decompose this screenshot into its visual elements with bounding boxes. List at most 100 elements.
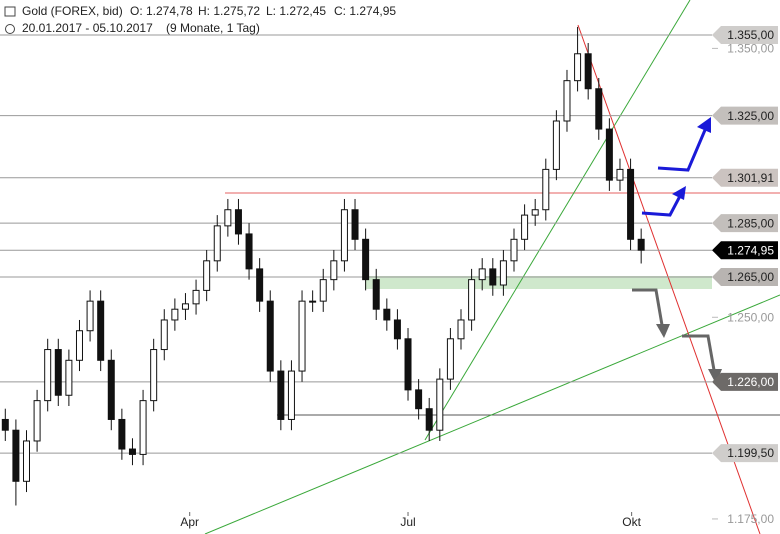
icon (5, 24, 15, 34)
candle-body (22, 440, 30, 482)
candle-body (12, 429, 20, 482)
arrow (657, 129, 707, 172)
level-tag (712, 372, 778, 391)
candle-body (340, 209, 348, 262)
x-tick-label: Jul (400, 515, 415, 529)
candle-body (309, 300, 317, 303)
candle-body (128, 448, 136, 455)
candle-body (510, 238, 518, 262)
candle-body (139, 400, 147, 455)
candle-body (213, 225, 221, 262)
arrow (632, 288, 664, 326)
candle-body (595, 88, 603, 130)
candle-body (489, 268, 497, 286)
arrow (682, 334, 716, 371)
candle-body (97, 300, 105, 361)
arrow-head (708, 369, 722, 384)
ohlc-label: H: 1.275,72 (198, 4, 260, 18)
candle-body (65, 359, 73, 396)
candle-body (277, 370, 285, 420)
candle-body (362, 238, 370, 281)
candle-body (33, 400, 41, 442)
candle-body (86, 300, 94, 332)
y-tick-label: 1.250,00 (727, 310, 774, 324)
candle-body (298, 300, 306, 372)
arrow (641, 195, 682, 217)
x-tick-label: Apr (180, 515, 199, 529)
level-label: 1.226,00 (727, 375, 774, 389)
candle-body (404, 338, 412, 391)
candle-body (203, 260, 211, 291)
arrow-head (672, 186, 686, 200)
level-label: 1.265,00 (727, 270, 774, 284)
candle-body (542, 168, 550, 211)
candle-body (234, 209, 242, 235)
icon (4, 6, 16, 17)
candle-body (616, 168, 624, 181)
ohlc-label: C: 1.274,95 (334, 4, 396, 18)
candle-body (245, 233, 253, 270)
level-label: 1.199,50 (727, 446, 774, 460)
level-label: 1.274,95 (727, 243, 774, 257)
period: 20.01.2017 - 05.10.2017 (22, 21, 153, 35)
candle-body (531, 209, 539, 216)
trend-line (424, 0, 691, 441)
arrow-head (656, 324, 670, 338)
candle-body (372, 279, 380, 310)
candle-body (54, 349, 62, 396)
candle-body (457, 319, 465, 340)
level-tag (712, 25, 778, 44)
level-label: 1.355,00 (727, 28, 774, 42)
candle-body (425, 408, 433, 431)
candle-body (150, 349, 158, 402)
candle-body (563, 80, 571, 122)
period-note: (9 Monate, 1 Tag) (166, 21, 260, 35)
y-tick-label: 1.175,00 (727, 512, 774, 526)
arrow-head (697, 117, 711, 133)
candle-body (383, 308, 391, 321)
x-tick-label: Okt (622, 515, 641, 529)
candle-body (521, 214, 529, 240)
candle-body (330, 260, 338, 281)
candle-body (287, 370, 295, 420)
candle-body (256, 268, 264, 302)
candle-body (552, 120, 560, 170)
candle-body (118, 418, 126, 450)
candle-body (499, 260, 507, 286)
candle-body (160, 319, 168, 351)
candle-body (44, 349, 52, 402)
candle-body (436, 378, 444, 431)
level-label: 1.301,91 (727, 171, 774, 185)
support-band (365, 276, 712, 289)
level-label: 1.285,00 (727, 216, 774, 230)
candle-body (468, 279, 476, 321)
y-tick-label: 1.350,00 (727, 42, 774, 56)
arrows (632, 117, 722, 384)
candle-body (319, 279, 327, 302)
candle-body (627, 168, 635, 240)
plot (0, 26, 712, 506)
candle-body (446, 338, 454, 380)
level-tag (712, 444, 778, 463)
level-tag (712, 168, 778, 187)
candle-body (1, 418, 9, 431)
candle-body (574, 53, 582, 82)
candle-body (415, 389, 423, 410)
level-tag (712, 267, 778, 286)
level-tag (712, 106, 778, 125)
level-tag (712, 241, 778, 260)
candle-body (584, 53, 592, 90)
candle-body (605, 128, 613, 181)
chart-title: Gold (FOREX, bid) (22, 4, 123, 18)
header: Gold (FOREX, bid) O: 1.274,78 H: 1.275,7… (4, 4, 396, 35)
candle-body (351, 209, 359, 240)
candle-body (181, 303, 189, 310)
candle-body (171, 308, 179, 321)
level-label: 1.325,00 (727, 109, 774, 123)
candle-body (393, 319, 401, 340)
candle-body (478, 268, 486, 281)
candle-body (192, 289, 200, 305)
candle-body (266, 300, 274, 372)
